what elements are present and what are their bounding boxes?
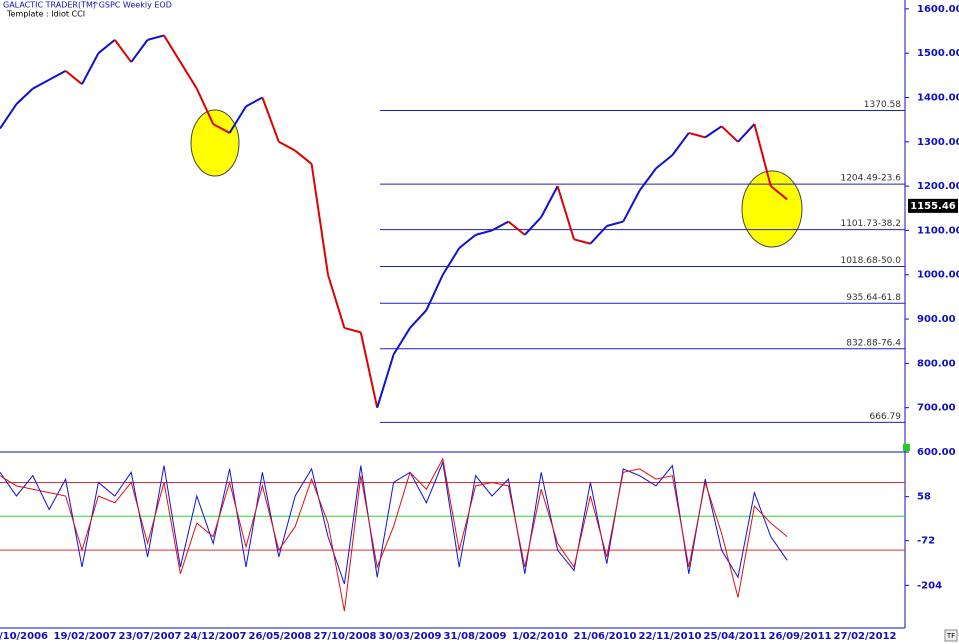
price-segment (622, 190, 641, 223)
price-segment (441, 247, 461, 276)
x-tick-label: 24/12/2007 (184, 631, 247, 642)
price-segment (638, 167, 657, 192)
y-tick-label: 58 (917, 492, 931, 503)
price-segment (261, 97, 280, 143)
price-segment (425, 274, 444, 311)
price-segment (344, 326, 362, 334)
x-tick-label: 26/05/2008 (249, 631, 312, 642)
price-segment (179, 61, 198, 90)
price-segment (573, 238, 591, 245)
price-segment (212, 123, 231, 134)
last-price-label: 1155.46 (910, 201, 956, 212)
product-label: GALACTIC TRADER(TM) (3, 1, 96, 10)
price-segment (0, 103, 18, 130)
price-segment (64, 70, 83, 85)
y-tick-label: 800.00 (917, 358, 956, 369)
price-segment (81, 52, 100, 85)
y-tick-label: 1500.00 (917, 48, 959, 59)
price-segment (507, 220, 526, 236)
price-segment (491, 220, 509, 232)
price-segment (327, 274, 346, 329)
price-segment (195, 88, 215, 125)
fib-label: 1370.58 (864, 100, 901, 110)
x-tick-label: 1/02/2010 (512, 631, 568, 642)
x-tick-label: 2/10/2006 (0, 631, 48, 642)
price-segment (310, 163, 329, 275)
price-segment (589, 225, 608, 245)
price-segment (376, 354, 395, 408)
price-segment (704, 125, 723, 139)
fib-label: 1204.49-23.6 (840, 174, 901, 184)
y-tick-label: 1000.00 (917, 270, 959, 281)
last-price-box (908, 198, 958, 213)
plot: 600.00 700.00 800.00 900.00 1000.00 1100.00 12… (0, 4, 959, 642)
corner-label[interactable]: TF (946, 632, 955, 640)
price-segment (147, 34, 165, 41)
fib-label: 935.64-61.8 (846, 293, 901, 303)
y-tick-label: 1600.00 (917, 4, 959, 15)
price-segment (392, 327, 411, 356)
x-tick-label: 31/08/2009 (444, 631, 507, 642)
x-tick-label: 27/02/2012 (834, 631, 897, 642)
price-segment (458, 234, 477, 249)
price-segment (245, 96, 263, 108)
y-tick-label: 900.00 (917, 314, 956, 325)
y-tick-label: -204 (917, 580, 942, 591)
price-segment (655, 154, 674, 170)
symbol-label: ^GSPC Weekly EOD (92, 1, 172, 10)
y-tick-label: 1300.00 (917, 137, 959, 148)
price-segment (556, 185, 575, 240)
fib-label: 666.79 (870, 412, 902, 422)
price-segment (163, 34, 182, 63)
fib-label: 1018.68-50.0 (840, 256, 901, 266)
price-segment (720, 125, 739, 143)
x-tick-label: 21/06/2010 (574, 631, 637, 642)
price-segment (409, 309, 428, 329)
price-segment (294, 149, 313, 165)
highlight-circle (741, 170, 803, 248)
price-segment (524, 216, 542, 236)
cci-line (0, 460, 788, 585)
x-tick-label: 26/09/2011 (769, 631, 832, 642)
x-tick-label: 19/02/2007 (54, 631, 117, 642)
price-segment (278, 140, 296, 152)
price-segment (48, 70, 67, 81)
price-segment (753, 123, 772, 187)
price-segment (606, 220, 624, 227)
price-segment (540, 185, 559, 218)
fib-label: 832.88-76.4 (846, 338, 901, 348)
fib-label: 1101.73-38.2 (840, 219, 901, 229)
y-tick-label: 600.00 (917, 447, 956, 458)
price-segment (475, 229, 493, 236)
y-tick-label: -72 (917, 536, 935, 547)
x-tick-label: 27/10/2008 (314, 631, 377, 642)
price-segment (97, 39, 116, 54)
highlight-circle (190, 109, 240, 177)
cci-line (0, 457, 788, 612)
price-segment (359, 332, 379, 408)
price-segment (770, 185, 788, 201)
price-segment (228, 105, 247, 134)
template-label: Template : Idiot CCI (6, 10, 85, 19)
x-tick-label: 23/07/2007 (119, 631, 182, 642)
y-tick-label: 1400.00 (917, 92, 959, 103)
price-segment (737, 123, 756, 143)
price-segment (688, 131, 706, 139)
x-tick-label: 30/03/2009 (379, 631, 442, 642)
y-tick-label: 1200.00 (917, 181, 959, 192)
price-segment (32, 78, 50, 90)
y-tick-label: 1100.00 (917, 225, 959, 236)
corner-button[interactable] (944, 629, 958, 642)
price-segment (130, 39, 149, 63)
panel-marker (903, 444, 910, 451)
x-tick-label: 25/04/2011 (704, 631, 767, 642)
y-tick-label: 700.00 (917, 403, 956, 414)
price-segment (15, 87, 34, 105)
price-segment (671, 132, 690, 156)
x-tick-label: 22/11/2010 (639, 631, 702, 642)
price-segment (113, 39, 133, 63)
